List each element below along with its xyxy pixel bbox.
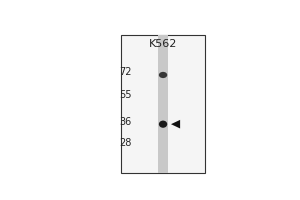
Bar bbox=[158, 35, 168, 173]
Text: 72: 72 bbox=[119, 67, 132, 77]
Ellipse shape bbox=[159, 72, 167, 78]
Text: 28: 28 bbox=[119, 138, 132, 148]
Text: K562: K562 bbox=[149, 39, 177, 49]
Text: 55: 55 bbox=[119, 90, 132, 100]
Polygon shape bbox=[171, 120, 180, 128]
Bar bbox=[121, 35, 205, 173]
Text: 36: 36 bbox=[119, 117, 132, 127]
Ellipse shape bbox=[159, 121, 167, 128]
